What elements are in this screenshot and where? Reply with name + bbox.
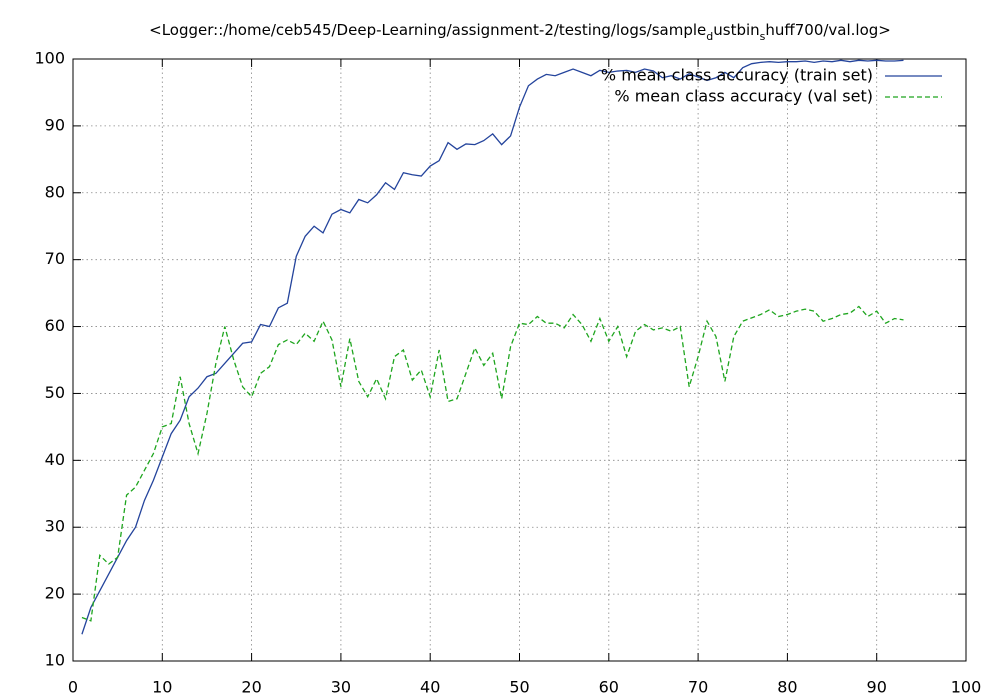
title-part: s — [760, 30, 766, 43]
legend-label: % mean class accuracy (train set) — [601, 66, 873, 85]
x-tick-label: 50 — [509, 678, 529, 697]
x-tick-label: 0 — [68, 678, 78, 697]
y-tick-label: 60 — [45, 316, 65, 335]
y-tick-label: 30 — [45, 517, 65, 536]
y-tick-label: 50 — [45, 383, 65, 402]
x-tick-label: 40 — [420, 678, 440, 697]
y-tick-label: 90 — [45, 115, 65, 134]
y-tick-label: 10 — [45, 651, 65, 670]
title-part: huff700/val.log> — [765, 21, 890, 39]
x-tick-label: 20 — [241, 678, 261, 697]
y-tick-label: 100 — [34, 49, 65, 68]
legend-label: % mean class accuracy (val set) — [614, 87, 873, 106]
x-tick-label: 90 — [867, 678, 887, 697]
x-tick-label: 60 — [599, 678, 619, 697]
x-tick-label: 10 — [152, 678, 172, 697]
y-tick-label: 80 — [45, 182, 65, 201]
x-tick-label: 100 — [951, 678, 982, 697]
title-part: <Logger::/home/ceb545/Deep-Learning/assi… — [149, 21, 706, 39]
y-tick-label: 20 — [45, 584, 65, 603]
title-part: d — [706, 30, 713, 43]
x-tick-label: 80 — [777, 678, 797, 697]
y-tick-label: 40 — [45, 450, 65, 469]
chart-title: <Logger::/home/ceb545/Deep-Learning/assi… — [149, 21, 891, 43]
x-tick-label: 70 — [688, 678, 708, 697]
plot-frame — [72, 58, 967, 662]
title-part: ustbin — [713, 21, 759, 39]
data-line — [81, 59, 904, 635]
y-tick-label: 70 — [45, 249, 65, 268]
data-line — [81, 305, 904, 622]
x-tick-label: 30 — [331, 678, 351, 697]
